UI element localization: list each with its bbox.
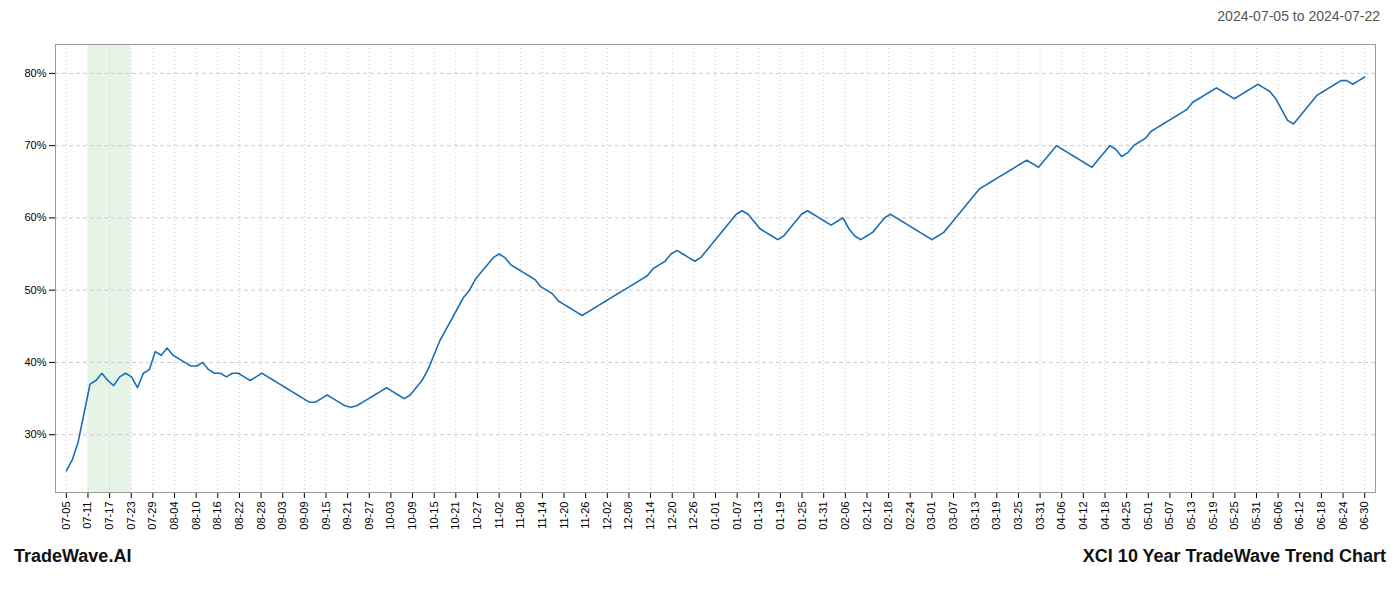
- svg-text:11-20: 11-20: [558, 502, 570, 529]
- svg-text:03-07: 03-07: [947, 502, 959, 530]
- svg-text:08-04: 08-04: [168, 502, 180, 530]
- svg-text:09-27: 09-27: [363, 502, 375, 530]
- svg-text:09-15: 09-15: [320, 502, 332, 530]
- html-text:2024-07-05 to 2024-07-22: 2024-07-05 to 2024-07-22: [1217, 8, 1380, 24]
- svg-text:30%: 30%: [24, 428, 46, 440]
- svg-text:12-14: 12-14: [644, 502, 656, 530]
- svg-text:05-25: 05-25: [1228, 502, 1240, 530]
- svg-text:02-24: 02-24: [904, 502, 916, 530]
- svg-text:04-12: 04-12: [1077, 502, 1089, 530]
- svg-text:07-29: 07-29: [146, 502, 158, 530]
- svg-text:08-28: 08-28: [255, 502, 267, 530]
- svg-text:07-23: 07-23: [125, 502, 137, 530]
- svg-text:12-20: 12-20: [666, 502, 678, 530]
- svg-text:03-19: 03-19: [990, 502, 1002, 530]
- svg-text:01-07: 01-07: [731, 502, 743, 530]
- svg-text:06-06: 06-06: [1272, 502, 1284, 530]
- svg-text:08-10: 08-10: [190, 502, 202, 530]
- svg-text:02-18: 02-18: [882, 502, 894, 530]
- svg-text:05-07: 05-07: [1163, 502, 1175, 530]
- svg-text:05-01: 05-01: [1142, 502, 1154, 530]
- svg-text:50%: 50%: [24, 284, 46, 296]
- svg-text:03-31: 03-31: [1034, 502, 1046, 530]
- svg-text:02-06: 02-06: [839, 502, 851, 530]
- svg-text:10-03: 10-03: [384, 502, 396, 530]
- svg-text:09-09: 09-09: [298, 502, 310, 530]
- svg-text:04-06: 04-06: [1055, 502, 1067, 530]
- svg-text:12-26: 12-26: [687, 502, 699, 530]
- svg-text:40%: 40%: [24, 356, 46, 368]
- svg-text:06-24: 06-24: [1337, 502, 1349, 530]
- svg-text:07-05: 07-05: [60, 502, 72, 530]
- svg-text:03-13: 03-13: [969, 502, 981, 530]
- svg-text:12-02: 12-02: [601, 502, 613, 530]
- svg-text:07-11: 07-11: [81, 502, 93, 529]
- svg-text:01-31: 01-31: [817, 502, 829, 530]
- svg-text:01-13: 01-13: [752, 502, 764, 530]
- svg-text:06-30: 06-30: [1358, 502, 1370, 530]
- svg-text:05-13: 05-13: [1185, 502, 1197, 530]
- svg-text:01-01: 01-01: [709, 502, 721, 530]
- svg-text:07-17: 07-17: [103, 502, 115, 530]
- svg-text:10-27: 10-27: [471, 502, 483, 530]
- svg-text:05-31: 05-31: [1250, 502, 1262, 530]
- svg-text:11-08: 11-08: [514, 502, 526, 529]
- svg-text:02-12: 02-12: [860, 502, 872, 530]
- svg-text:01-25: 01-25: [796, 502, 808, 530]
- svg-text:08-16: 08-16: [211, 502, 223, 530]
- svg-text:06-12: 06-12: [1293, 502, 1305, 530]
- svg-text:11-02: 11-02: [493, 502, 505, 529]
- svg-text:09-21: 09-21: [341, 502, 353, 530]
- svg-text:10-09: 10-09: [406, 502, 418, 530]
- svg-text:04-25: 04-25: [1120, 502, 1132, 530]
- svg-text:06-18: 06-18: [1315, 502, 1327, 530]
- svg-text:05-19: 05-19: [1207, 502, 1219, 530]
- svg-text:04-18: 04-18: [1099, 502, 1111, 530]
- svg-text:80%: 80%: [24, 67, 46, 79]
- svg-text:09-03: 09-03: [276, 502, 288, 530]
- svg-text:11-26: 11-26: [579, 502, 591, 529]
- svg-text:08-22: 08-22: [233, 502, 245, 530]
- svg-text:01-19: 01-19: [774, 502, 786, 530]
- svg-text:60%: 60%: [24, 211, 46, 223]
- svg-text:03-01: 03-01: [925, 502, 937, 530]
- svg-text:10-21: 10-21: [449, 502, 461, 530]
- html-text:TradeWave.AI: TradeWave.AI: [14, 546, 132, 566]
- html-text:XCI 10 Year TradeWave Trend Ch: XCI 10 Year TradeWave Trend Chart: [1082, 546, 1386, 566]
- svg-text:12-08: 12-08: [622, 502, 634, 530]
- svg-text:10-15: 10-15: [428, 502, 440, 530]
- svg-text:11-14: 11-14: [536, 502, 548, 529]
- svg-text:70%: 70%: [24, 139, 46, 151]
- svg-text:03-25: 03-25: [1012, 502, 1024, 530]
